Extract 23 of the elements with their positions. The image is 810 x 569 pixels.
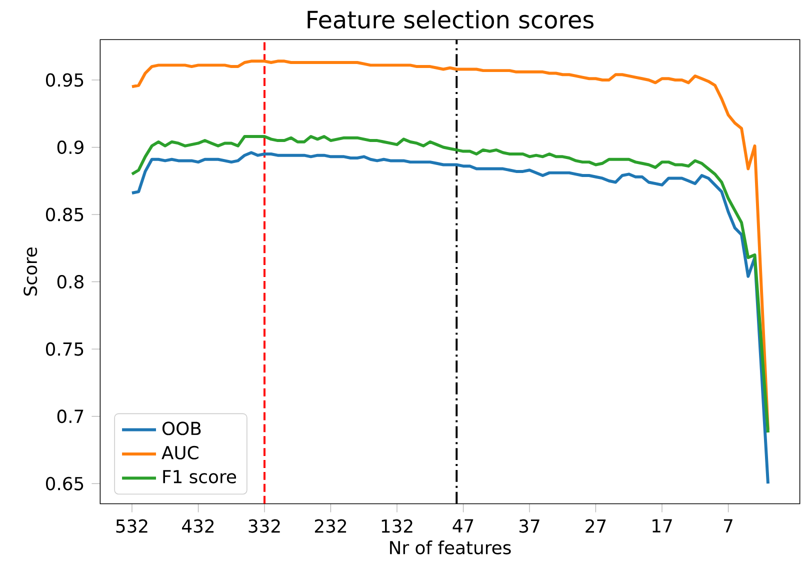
chart-title: Feature selection scores (308, 10, 594, 28)
x-tick-label: 532 (116, 519, 148, 533)
x-tick-label: 37 (519, 519, 540, 533)
x-tick-label: 47 (452, 519, 474, 532)
y-tick-label: 0.65 (46, 476, 84, 490)
y-tick-label: 0.95 (46, 72, 84, 87)
x-tick-label: 232 (314, 519, 346, 533)
legend-label: AUC (162, 446, 198, 460)
x-tick-label: 132 (382, 519, 412, 533)
y-tick-label: 0.9 (57, 140, 84, 154)
y-tick-label: 0.8 (57, 274, 84, 288)
y-tick-label: 0.7 (57, 409, 84, 423)
legend-label: F1 score (163, 470, 236, 484)
x-tick-label: 17 (652, 519, 672, 532)
x-tick-label: 27 (586, 519, 606, 532)
x-tick-label: 7 (724, 519, 732, 532)
x-tick-label: 432 (182, 519, 214, 533)
y-axis-title: Score (24, 247, 38, 296)
y-tick-label: 0.85 (46, 208, 84, 222)
x-tick-label: 332 (248, 519, 280, 533)
legend-label: OOB (162, 421, 201, 435)
x-axis-title: Nr of features (390, 540, 511, 554)
y-tick-label: 0.75 (46, 342, 84, 356)
